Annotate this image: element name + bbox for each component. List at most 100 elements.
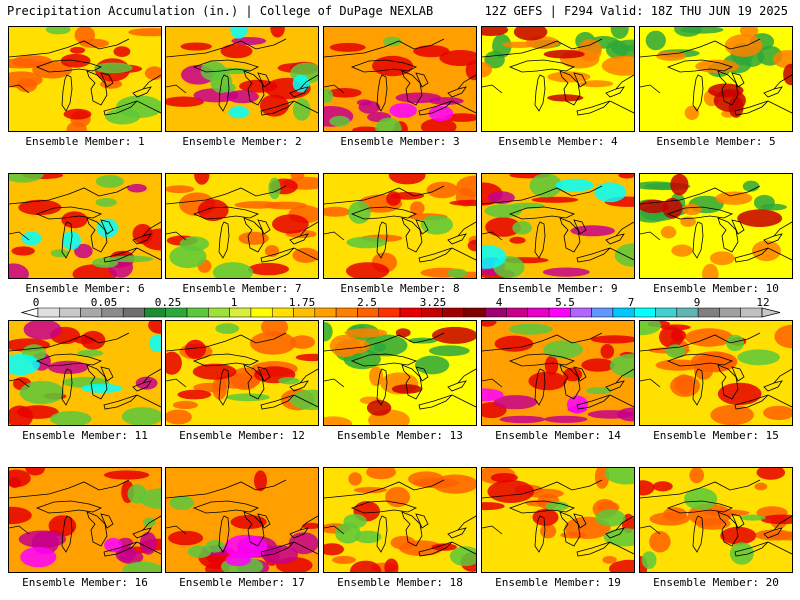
ensemble-member-map [8, 320, 162, 426]
great-lakes-outline [166, 38, 318, 116]
colorbar-swatch [186, 307, 209, 318]
precipitation-field [482, 468, 634, 572]
great-lakes-outline [9, 185, 161, 263]
ensemble-member-map [8, 467, 162, 573]
colorbar-swatch [378, 307, 401, 318]
precipitation-field [482, 321, 634, 425]
colorbar-swatch [357, 307, 379, 318]
ensemble-member-label: Ensemble Member: 2 [182, 135, 302, 148]
great-lakes-outline [324, 479, 476, 557]
colorbar-tick-label: 0.25 [154, 296, 182, 309]
ensemble-member-label: Ensemble Member: 3 [340, 135, 460, 148]
great-lakes-outline [640, 185, 792, 263]
colorbar-swatch [548, 307, 571, 318]
colorbar-swatch [570, 307, 592, 318]
colorbar-swatch [591, 307, 614, 318]
colorbar-tick-label: 12 [756, 296, 770, 309]
ensemble-member-label: Ensemble Member: 17 [179, 576, 305, 589]
ensemble-member-map [481, 320, 635, 426]
ensemble-member-map [8, 173, 162, 279]
ensemble-member-map [481, 467, 635, 573]
ensemble-member-label: Ensemble Member: 19 [495, 576, 621, 589]
precipitation-field [640, 174, 792, 278]
great-lakes-outline [166, 185, 318, 263]
ensemble-member-label: Ensemble Member: 9 [498, 282, 618, 295]
colorbar-swatch [101, 307, 124, 318]
ensemble-member-label: Ensemble Member: 6 [25, 282, 145, 295]
colorbar-swatch [250, 307, 273, 318]
colorbar-swatch [719, 307, 741, 318]
precipitation-field [640, 321, 792, 425]
colorbar-tick-label: 5.5 [555, 296, 575, 309]
colorbar-swatch [421, 307, 443, 318]
great-lakes-outline [324, 185, 476, 263]
ensemble-member-label: Ensemble Member: 14 [495, 429, 621, 442]
colorbar-tick-label: 1.75 [288, 296, 316, 309]
ensemble-member-label: Ensemble Member: 8 [340, 282, 460, 295]
ensemble-member-map [481, 173, 635, 279]
ensemble-member-label: Ensemble Member: 10 [653, 282, 779, 295]
ensemble-member-map [639, 467, 793, 573]
ensemble-member-map [639, 173, 793, 279]
colorbar-swatch [442, 307, 465, 318]
great-lakes-outline [482, 332, 634, 410]
precipitation-field [166, 321, 318, 425]
colorbar-right-arrow [761, 307, 781, 318]
colorbar-swatch [293, 307, 316, 318]
colorbar-swatch [314, 307, 337, 318]
colorbar-swatch [165, 307, 188, 318]
ensemble-member-label: Ensemble Member: 13 [337, 429, 463, 442]
precipitation-field [9, 27, 161, 131]
great-lakes-outline [640, 332, 792, 410]
chart-title: Precipitation Accumulation (in.) | Colle… [7, 4, 434, 18]
model-run-info: 12Z GEFS | F294 Valid: 18Z THU JUN 19 20… [484, 4, 788, 18]
colorbar-swatch [271, 307, 294, 318]
ensemble-member-map [323, 173, 477, 279]
colorbar-swatch [740, 307, 763, 318]
great-lakes-outline [166, 479, 318, 557]
precipitation-field [640, 468, 792, 572]
precipitation-field [9, 174, 161, 278]
colorbar-tick-label: 3.25 [419, 296, 447, 309]
colorbar-swatch [229, 307, 252, 318]
precipitation-field [166, 468, 318, 572]
ensemble-member-map [165, 467, 319, 573]
colorbar-tick-label: 7 [627, 296, 635, 309]
colorbar-swatch [37, 307, 60, 318]
precipitation-colorbar [20, 307, 781, 318]
ensemble-member-label: Ensemble Member: 12 [179, 429, 305, 442]
ensemble-member-map [8, 26, 162, 132]
great-lakes-outline [482, 185, 634, 263]
ensemble-member-map [481, 26, 635, 132]
colorbar-swatch [506, 307, 529, 318]
ensemble-member-label: Ensemble Member: 7 [182, 282, 302, 295]
colorbar-tick-label: 1 [230, 296, 238, 309]
ensemble-member-map [639, 320, 793, 426]
colorbar-tick-label: 4 [495, 296, 503, 309]
precipitation-field [324, 468, 476, 572]
colorbar-swatch [144, 307, 167, 318]
precipitation-field [482, 27, 634, 131]
colorbar-tick-label: 0 [32, 296, 40, 309]
precipitation-field [166, 174, 318, 278]
colorbar-swatch [676, 307, 699, 318]
colorbar-swatch [80, 307, 103, 318]
ensemble-member-label: Ensemble Member: 18 [337, 576, 463, 589]
ensemble-member-map [323, 320, 477, 426]
colorbar-swatch [208, 307, 230, 318]
ensemble-member-map [639, 26, 793, 132]
great-lakes-outline [640, 479, 792, 557]
colorbar-swatch [463, 307, 486, 318]
great-lakes-outline [9, 332, 161, 410]
colorbar-swatch [399, 307, 422, 318]
colorbar-tick-label: 0.05 [90, 296, 118, 309]
colorbar-swatch [697, 307, 720, 318]
ensemble-member-label: Ensemble Member: 20 [653, 576, 779, 589]
great-lakes-outline [482, 479, 634, 557]
precipitation-field [324, 321, 476, 425]
precipitation-field [9, 321, 161, 425]
great-lakes-outline [640, 38, 792, 116]
ensemble-member-label: Ensemble Member: 1 [25, 135, 145, 148]
precipitation-field [640, 27, 792, 131]
colorbar-swatch [633, 307, 656, 318]
